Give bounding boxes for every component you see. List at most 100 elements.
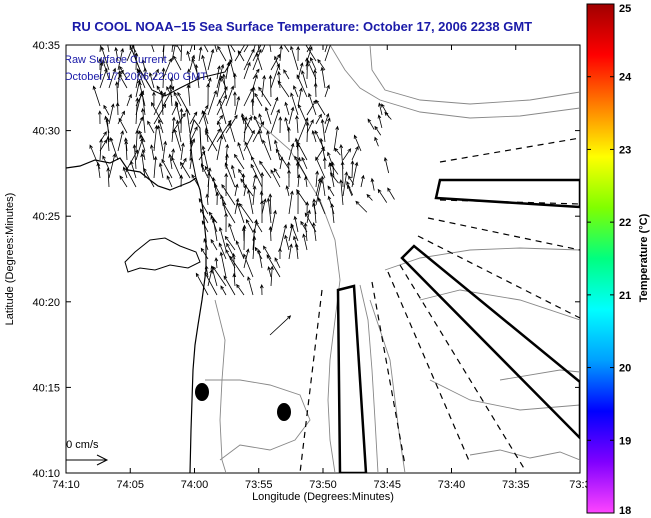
current-vector: [270, 209, 277, 233]
current-vector: [126, 93, 132, 107]
current-vector: [102, 155, 110, 170]
current-vector: [207, 89, 217, 116]
current-vector: [220, 194, 227, 215]
x-tick-label: 74:00: [181, 479, 209, 491]
current-vector: [214, 257, 219, 269]
current-vector: [222, 201, 236, 224]
current-vector: [257, 249, 263, 269]
current-vector: [159, 90, 164, 116]
current-vector: [250, 163, 263, 188]
current-vector: [97, 110, 102, 125]
current-vector: [278, 247, 282, 260]
surface-current-vectors: [89, 45, 395, 336]
current-vector: [348, 175, 355, 185]
current-vector: [339, 179, 344, 206]
x-tick-label: 73:50: [309, 479, 337, 491]
x-tick-label: 73:55: [245, 479, 273, 491]
current-vector: [115, 102, 120, 116]
current-vector: [374, 125, 382, 136]
current-vector: [252, 173, 257, 188]
current-vector: [151, 45, 155, 53]
current-vector: [141, 59, 146, 71]
current-vector: [301, 70, 308, 89]
current-vector: [198, 46, 203, 62]
current-vector: [324, 45, 331, 62]
current-vector: [327, 185, 335, 197]
current-vector: [262, 139, 272, 161]
current-vector: [237, 141, 245, 161]
current-vector: [216, 94, 227, 116]
station-marker-2: [277, 403, 291, 421]
overlay-line-2: October 17, 2006 22:00 GMT: [64, 71, 207, 83]
current-vector: [270, 108, 280, 134]
colorbar-tick-label: 23: [619, 144, 631, 156]
current-vector: [315, 113, 322, 125]
current-vector: [201, 145, 209, 170]
current-vector: [312, 198, 317, 224]
current-vector: [251, 155, 263, 179]
current-vector: [153, 103, 167, 125]
current-vector: [252, 45, 256, 53]
current-vector: [324, 45, 328, 53]
current-vector: [284, 101, 290, 116]
current-vector: [238, 202, 254, 224]
current-vector: [153, 155, 158, 179]
current-vector: [191, 174, 200, 188]
x-tick-label: 74:05: [116, 479, 144, 491]
current-vector: [102, 59, 110, 80]
current-vector: [217, 120, 227, 143]
current-vector: [205, 193, 210, 206]
current-vector: [109, 137, 119, 161]
current-vector: [221, 183, 236, 206]
current-vector: [317, 197, 326, 215]
current-vector: [206, 82, 210, 107]
current-vector: [224, 235, 236, 251]
current-vector: [225, 85, 235, 107]
current-vector: [250, 98, 255, 116]
current-vector: [366, 193, 373, 201]
current-vector: [252, 48, 262, 71]
current-vector: [179, 45, 184, 62]
current-vector: [243, 116, 248, 143]
current-vector: [131, 45, 137, 62]
current-vector: [381, 103, 390, 118]
current-vector: [278, 116, 283, 134]
current-vector: [169, 77, 174, 89]
current-vector: [224, 162, 236, 188]
current-vector: [225, 114, 238, 134]
current-vector: [150, 144, 155, 161]
current-vector: [173, 55, 182, 71]
current-vector: [204, 127, 209, 143]
current-vector: [322, 156, 327, 170]
current-vector: [351, 145, 359, 161]
current-vector: [204, 271, 218, 296]
current-vector: [355, 200, 368, 213]
x-tick-label: 73:3: [569, 479, 590, 491]
current-vector: [284, 117, 290, 134]
current-vector: [108, 153, 117, 179]
current-vector: [283, 45, 290, 53]
current-vector: [119, 65, 128, 80]
current-vector: [268, 193, 273, 215]
current-vector: [270, 169, 281, 188]
current-vector: [234, 183, 239, 197]
current-vector: [270, 265, 274, 287]
current-vector: [211, 176, 218, 197]
current-vector: [216, 134, 224, 161]
current-vector: [201, 220, 209, 233]
current-vector: [252, 185, 257, 206]
current-vector: [243, 253, 254, 278]
current-vector: [185, 107, 191, 134]
current-vector: [135, 97, 140, 125]
current-vector: [179, 161, 191, 179]
current-vector: [139, 134, 146, 152]
current-vector: [277, 70, 281, 89]
current-vector: [161, 158, 173, 179]
current-vector: [147, 120, 155, 134]
current-vector: [270, 63, 281, 89]
current-vector: [99, 45, 101, 53]
current-vector: [350, 160, 355, 179]
current-vector: [228, 122, 236, 143]
current-vector: [174, 100, 182, 125]
current-vector: [284, 234, 290, 251]
